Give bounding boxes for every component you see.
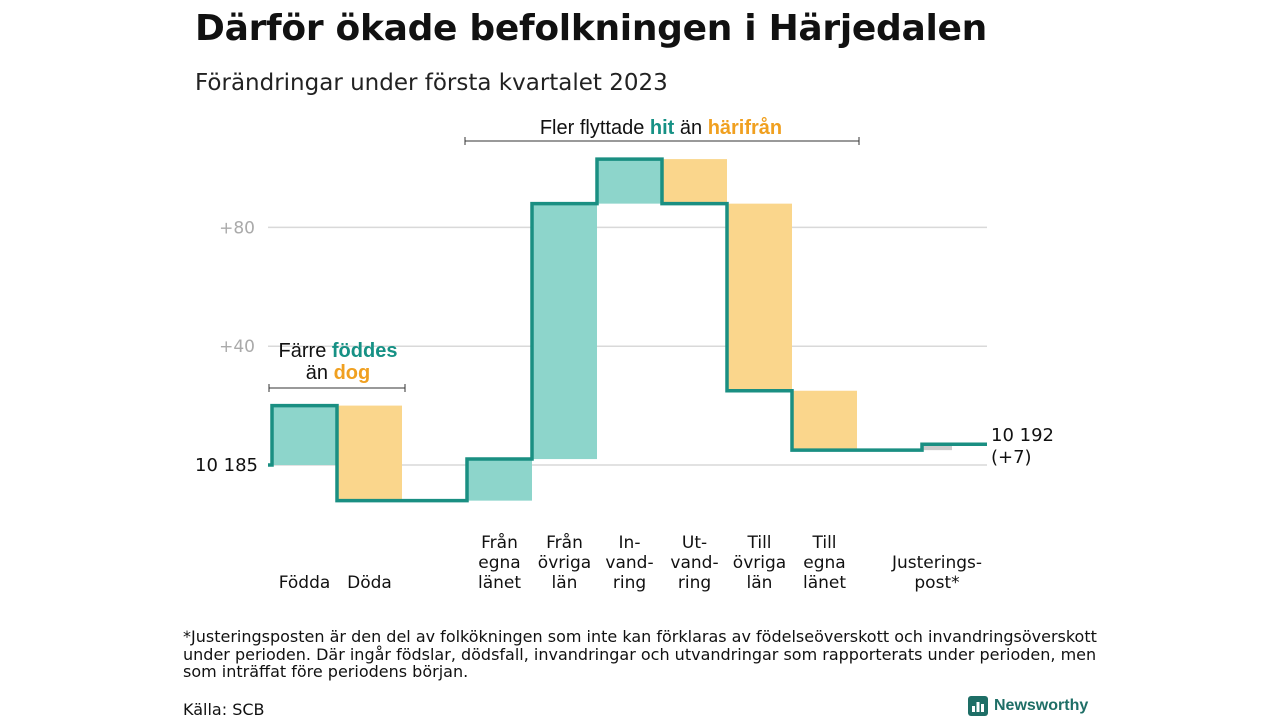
y-tick-label: +80 [219, 218, 255, 238]
category-label: Justerings-post* [891, 553, 982, 593]
chart-title: Därför ökade befolkningen i Härjedalen [195, 8, 987, 49]
waterfall-bar [532, 203, 597, 460]
category-label: Från övriga län [538, 532, 591, 593]
category-label: Ut-vand-ring [670, 533, 718, 593]
newsworthy-logo: Newsworthy [968, 696, 1088, 716]
waterfall-bar [467, 459, 532, 501]
annotation-migration: Fler flyttade hit än härifrån [540, 116, 782, 139]
end-value-label: 10 192 [991, 425, 1054, 446]
source-note: Källa: SCB [183, 700, 265, 719]
waterfall-bar [337, 405, 402, 501]
y-tick-label: +40 [219, 337, 255, 357]
footnote: *Justeringsposten är den del av folkökni… [183, 627, 1097, 681]
waterfall-bar [597, 159, 662, 204]
category-label: Från egna länet [478, 532, 521, 593]
category-label: In-vand-ring [605, 533, 653, 593]
cumulative-step-line [268, 157, 987, 503]
annotation-births-deaths: än dog [306, 362, 370, 384]
waterfall-bar [922, 444, 952, 451]
annotation-births-deaths: Färre föddes [279, 340, 398, 362]
category-label: Döda [347, 573, 392, 593]
logo-text: Newsworthy [994, 697, 1089, 714]
waterfall-chart: +40 +80 Födda Döda Från egna länet Från övriga lä… [195, 116, 1054, 593]
end-change-label: (+7) [991, 447, 1032, 468]
waterfall-bar [792, 390, 857, 451]
waterfall-bar [272, 405, 337, 465]
category-label: Födda [279, 573, 331, 593]
category-label: Till egna länet [803, 533, 846, 593]
chart-subtitle: Förändringar under första kvartalet 2023 [195, 70, 668, 96]
waterfall-bar [662, 159, 727, 204]
start-value-label: 10 185 [195, 455, 258, 476]
waterfall-bar [727, 203, 792, 391]
bar-chart-icon [968, 696, 988, 716]
category-label: Till övriga län [733, 533, 786, 593]
